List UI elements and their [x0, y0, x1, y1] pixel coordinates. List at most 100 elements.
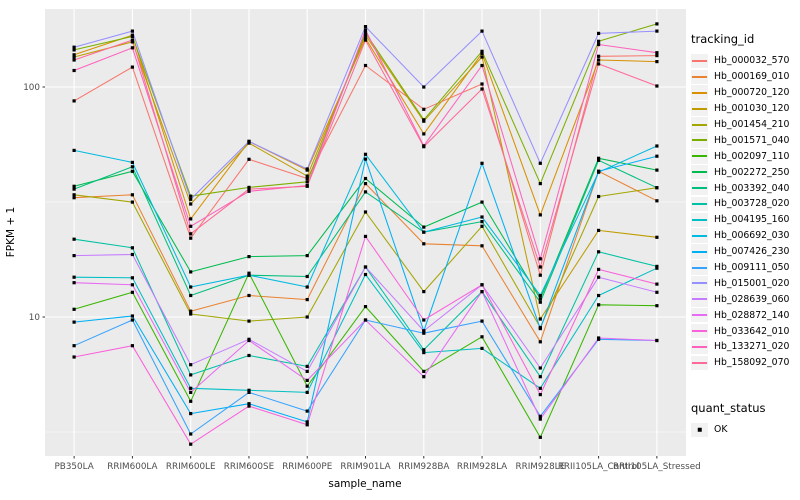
data-point	[363, 210, 368, 214]
legend-key	[691, 323, 708, 339]
legend-item-Hb_002272_250: Hb_002272_250	[691, 164, 799, 180]
data-point	[189, 390, 193, 394]
data-point	[72, 48, 76, 52]
legend-item-Hb_002097_110: Hb_002097_110	[691, 148, 799, 164]
data-point	[305, 315, 309, 319]
legend-item-label: Hb_133271_020	[714, 341, 790, 353]
data-point	[363, 157, 368, 161]
data-point	[189, 194, 193, 198]
legend-key	[691, 101, 708, 116]
data-point	[363, 152, 368, 156]
data-point	[130, 246, 134, 250]
x-tick-label: RRIM600PE	[282, 462, 332, 472]
data-point	[655, 154, 659, 158]
legend-item-label: Hb_028639_060	[714, 293, 790, 305]
data-point	[247, 141, 251, 145]
data-point	[72, 58, 76, 62]
line-swatch-icon	[692, 250, 707, 253]
data-point	[130, 34, 134, 38]
legend-item-Hb_033642_010: Hb_033642_010	[691, 323, 799, 339]
data-point	[130, 193, 134, 197]
legend-item-label: Hb_001030_120	[714, 103, 790, 115]
data-point	[72, 275, 76, 279]
line-swatch-icon	[692, 282, 707, 285]
legend-item-label: Hb_158092_070	[714, 357, 790, 369]
legend-title-quant-status: quant_status	[691, 400, 766, 415]
line-swatch-icon	[692, 218, 707, 221]
data-point	[655, 338, 659, 343]
data-point	[597, 228, 601, 232]
data-point	[480, 55, 484, 59]
y-tick-label: 100	[23, 83, 40, 93]
data-point	[305, 298, 309, 302]
legend-item-label: Hb_007426_230	[714, 246, 790, 258]
line-swatch-icon	[692, 330, 707, 333]
data-point	[422, 318, 426, 322]
x-tick-label: RRIM901LA	[340, 462, 390, 472]
y-tick-label: 10	[29, 313, 41, 323]
data-point	[72, 184, 76, 188]
legend-key	[691, 355, 708, 371]
legend-item-Hb_003728_020: Hb_003728_020	[691, 196, 799, 212]
legend-item-Hb_009111_050: Hb_009111_050	[691, 260, 799, 276]
legend-items-list: Hb_000032_570 Hb_000169_010 Hb_000720_120 H…	[691, 53, 799, 371]
data-point	[72, 55, 76, 59]
data-point	[72, 237, 76, 241]
x-tick-label: RRIM928LE	[515, 462, 565, 472]
data-point	[422, 145, 426, 149]
data-point	[305, 180, 309, 184]
data-point	[189, 399, 193, 403]
data-point	[130, 38, 134, 42]
data-point	[305, 184, 309, 188]
data-point	[422, 369, 426, 373]
data-point	[189, 432, 193, 436]
data-point	[189, 236, 193, 240]
data-point	[189, 412, 193, 416]
data-point	[130, 252, 134, 257]
data-point	[538, 414, 542, 418]
legend-item-ok: OK	[691, 422, 799, 438]
data-point	[305, 174, 309, 178]
data-point	[538, 273, 542, 277]
data-point	[130, 276, 134, 280]
legend-item-label: Hb_009111_050	[714, 262, 790, 274]
data-point	[130, 200, 134, 204]
legend-item-label: Hb_004195_160	[714, 214, 790, 226]
data-point	[247, 404, 251, 408]
data-point	[130, 344, 134, 348]
data-point	[480, 49, 484, 53]
data-point	[247, 402, 251, 406]
data-point	[189, 270, 193, 274]
legend-key	[691, 196, 708, 212]
data-point	[72, 196, 76, 200]
data-point	[247, 319, 251, 323]
line-swatch-icon	[692, 91, 707, 94]
data-point	[597, 156, 601, 160]
data-point	[655, 235, 659, 239]
data-point	[363, 38, 368, 42]
data-point	[597, 31, 601, 35]
data-point	[480, 51, 484, 55]
data-point	[130, 165, 134, 169]
data-point	[305, 384, 309, 388]
x-tick-label: PB350LA	[55, 462, 94, 472]
data-point	[538, 393, 542, 397]
data-point	[597, 158, 601, 162]
x-tick-label: RRII105LA_Control	[558, 462, 640, 472]
data-point	[363, 28, 368, 32]
data-point	[597, 303, 601, 307]
data-point	[480, 283, 484, 287]
data-point	[305, 285, 309, 289]
legend-item-label: Hb_003392_040	[714, 182, 790, 194]
data-point	[130, 29, 134, 33]
data-point	[247, 353, 251, 358]
data-point	[422, 230, 426, 234]
data-point	[305, 390, 309, 394]
data-point	[247, 139, 251, 143]
data-point	[655, 264, 659, 268]
data-point	[655, 186, 659, 190]
x-axis-title: sample_name	[328, 478, 401, 490]
legend-item-Hb_133271_020: Hb_133271_020	[691, 339, 799, 355]
data-point	[247, 185, 251, 189]
